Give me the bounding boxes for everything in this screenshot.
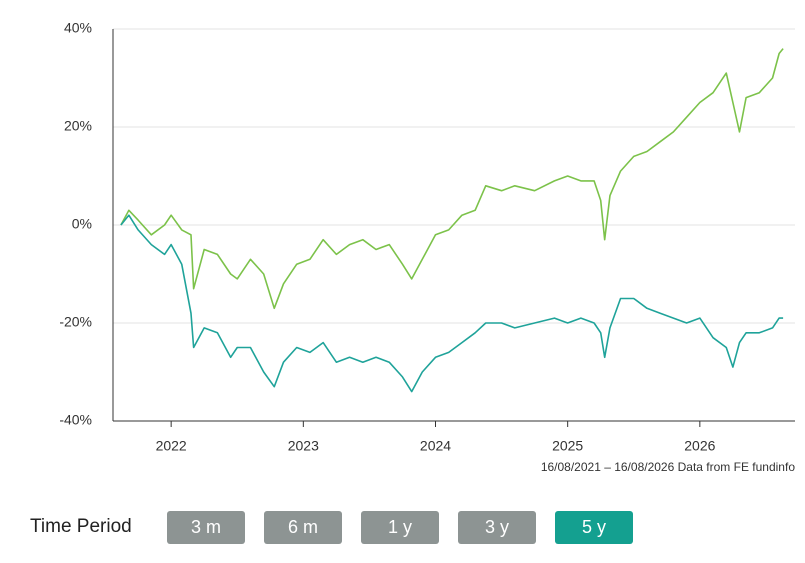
chart-note: 16/08/2021 – 16/08/2026 Data from FE fun… <box>541 460 796 474</box>
x-tick-label: 2022 <box>156 438 187 454</box>
x-tick-label: 2024 <box>420 438 451 454</box>
time-period-button-label[interactable]: 6 m <box>288 517 318 537</box>
y-tick-label: -40% <box>59 412 92 428</box>
time-period-button[interactable] <box>555 511 633 544</box>
time-period-button[interactable] <box>167 511 245 544</box>
time-period-button[interactable] <box>264 511 342 544</box>
x-tick-label: 2026 <box>684 438 715 454</box>
x-tick-label: 2023 <box>288 438 319 454</box>
time-period-label: Time Period <box>30 516 132 537</box>
series-line <box>120 48 784 310</box>
time-period-button-label[interactable]: 5 y <box>582 517 606 537</box>
y-tick-label: -20% <box>59 314 92 330</box>
time-period-button[interactable] <box>458 511 536 544</box>
time-period-button[interactable] <box>361 511 439 544</box>
series-line <box>120 214 784 393</box>
time-period-button-label[interactable]: 1 y <box>388 517 412 537</box>
time-period-button-label[interactable]: 3 m <box>191 517 221 537</box>
y-tick-label: 0% <box>72 216 92 232</box>
time-period-button-label[interactable]: 3 y <box>485 517 509 537</box>
y-tick-label: 20% <box>64 118 92 134</box>
y-tick-label: 40% <box>64 20 92 36</box>
x-tick-label: 2025 <box>552 438 583 454</box>
